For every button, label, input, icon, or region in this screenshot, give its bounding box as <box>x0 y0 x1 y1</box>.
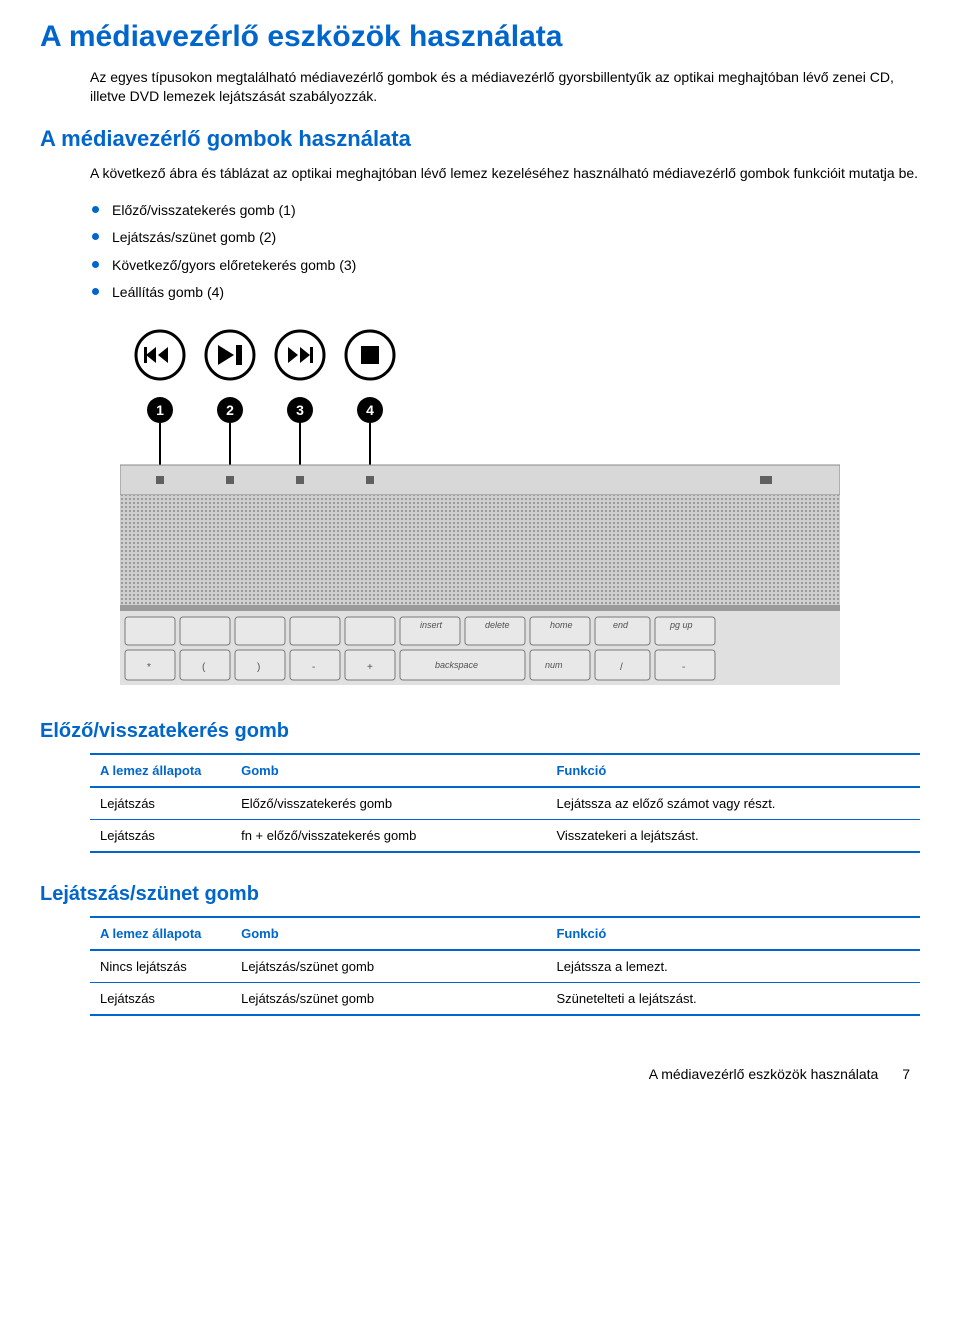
media-buttons-diagram: 1 2 3 4 <box>120 325 920 690</box>
table-header: Gomb <box>241 926 279 941</box>
table-row: Lejátszás Előző/visszatekerés gomb Leját… <box>90 787 920 820</box>
list-item: Következő/gyors előretekerés gomb (3) <box>90 252 920 280</box>
subsection-heading-playpause: Lejátszás/szünet gomb <box>40 883 920 906</box>
intro-paragraph: Az egyes típusokon megtalálható médiavez… <box>90 68 920 106</box>
table-prev-rewind: A lemez állapota Gomb Funkció Lejátszás … <box>90 753 920 853</box>
list-item: Lejátszás/szünet gomb (2) <box>90 224 920 252</box>
table-row: Lejátszás Lejátszás/szünet gomb Szünetel… <box>90 983 920 1016</box>
table-cell: Lejátszás/szünet gomb <box>231 983 546 1016</box>
svg-text:insert: insert <box>420 620 443 630</box>
callout-label: 4 <box>366 402 374 418</box>
table-cell: Lejátszás <box>90 983 231 1016</box>
table-play-pause: A lemez állapota Gomb Funkció Nincs lejá… <box>90 916 920 1016</box>
table-cell: Visszatekeri a lejátszást. <box>546 820 920 853</box>
svg-text:+: + <box>367 662 373 673</box>
section-heading-buttons: A médiavezérlő gombok használata <box>40 126 920 152</box>
svg-text:delete: delete <box>485 620 510 630</box>
table-cell: Lejátssza a lemezt. <box>546 950 920 983</box>
table-row: Lejátszás fn + előző/visszatekerés gomb … <box>90 820 920 853</box>
svg-text:-: - <box>312 662 315 673</box>
page-number: 7 <box>902 1066 910 1082</box>
svg-text:backspace: backspace <box>435 660 478 670</box>
section-description: A következő ábra és táblázat az optikai … <box>90 164 920 183</box>
svg-text:-: - <box>682 662 685 673</box>
list-item: Leállítás gomb (4) <box>90 279 920 307</box>
svg-text:/: / <box>620 662 623 673</box>
svg-text:): ) <box>257 662 260 673</box>
table-header: A lemez állapota <box>100 926 201 941</box>
svg-text:end: end <box>613 620 629 630</box>
table-header: Funkció <box>556 926 606 941</box>
footer-text: A médiavezérlő eszközök használata <box>649 1066 879 1082</box>
table-cell: Nincs lejátszás <box>90 950 231 983</box>
table-row: Nincs lejátszás Lejátszás/szünet gomb Le… <box>90 950 920 983</box>
table-cell: Lejátssza az előző számot vagy részt. <box>546 787 920 820</box>
bullet-list: Előző/visszatekerés gomb (1) Lejátszás/s… <box>90 197 920 307</box>
page-title: A médiavezérlő eszközök használata <box>40 20 920 54</box>
table-cell: Előző/visszatekerés gomb <box>231 787 546 820</box>
svg-text:*: * <box>147 662 151 673</box>
subsection-heading-prev: Előző/visszatekerés gomb <box>40 720 920 743</box>
table-header: A lemez állapota <box>100 763 201 778</box>
svg-text:home: home <box>550 620 573 630</box>
table-header: Funkció <box>556 763 606 778</box>
callout-label: 1 <box>156 402 164 418</box>
page-footer: A médiavezérlő eszközök használata 7 <box>40 1066 920 1082</box>
callout-label: 2 <box>226 402 234 418</box>
svg-text:pg up: pg up <box>669 620 693 630</box>
callout-label: 3 <box>296 402 304 418</box>
table-cell: Lejátszás <box>90 787 231 820</box>
table-cell: Lejátszás/szünet gomb <box>231 950 546 983</box>
table-cell: Lejátszás <box>90 820 231 853</box>
table-cell: Szünetelteti a lejátszást. <box>546 983 920 1016</box>
list-item: Előző/visszatekerés gomb (1) <box>90 197 920 225</box>
table-cell: fn + előző/visszatekerés gomb <box>231 820 546 853</box>
svg-text:num: num <box>545 660 563 670</box>
table-header: Gomb <box>241 763 279 778</box>
